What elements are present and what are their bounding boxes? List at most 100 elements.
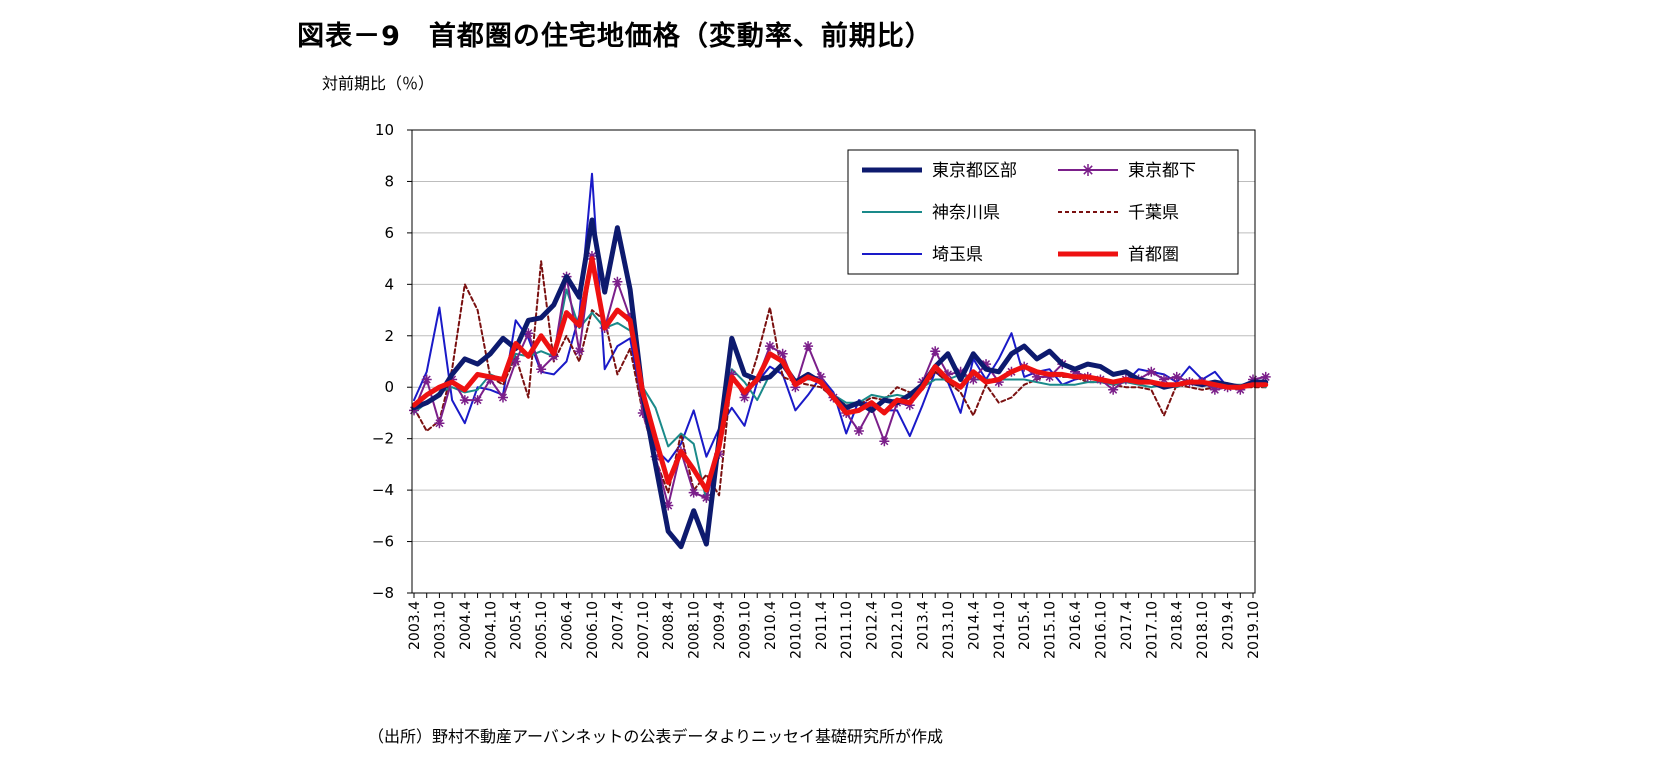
x-tick-label: 2006.4 bbox=[560, 601, 576, 650]
x-tick-label: 2019.10 bbox=[1246, 601, 1262, 659]
series-point-1 bbox=[612, 276, 623, 287]
x-axis: 2003.4 2003.10 2004.4 2004.10 2005.4 2005.10 2… bbox=[407, 593, 1262, 659]
series-point-1 bbox=[790, 382, 801, 393]
series-point-1 bbox=[981, 359, 992, 370]
series-point-1 bbox=[421, 374, 432, 385]
series-point-1 bbox=[663, 500, 674, 511]
series-point-1 bbox=[536, 364, 547, 375]
x-tick-label: 2019.4 bbox=[1221, 601, 1237, 650]
series-point-1 bbox=[1159, 374, 1170, 385]
x-tick-label: 2005.4 bbox=[509, 601, 525, 650]
x-tick-label: 2012.4 bbox=[865, 601, 881, 650]
series-point-1 bbox=[955, 366, 966, 377]
y-tick-label: 2 bbox=[384, 327, 394, 345]
series-point-1 bbox=[510, 356, 521, 367]
chart-title: 図表－9 首都圏の住宅地価格（変動率、前期比） bbox=[297, 21, 933, 52]
series-point-1 bbox=[497, 392, 508, 403]
series-point-1 bbox=[1044, 371, 1055, 382]
series-point-1 bbox=[1209, 384, 1220, 395]
legend-label-3: 千葉県 bbox=[1128, 203, 1179, 223]
series-point-1 bbox=[879, 436, 890, 447]
x-tick-label: 2003.10 bbox=[432, 601, 448, 659]
x-tick-label: 2017.4 bbox=[1119, 601, 1135, 650]
series-point-1 bbox=[472, 395, 483, 406]
y-tick-label: −8 bbox=[372, 584, 394, 602]
legend-label-4: 埼玉県 bbox=[932, 245, 983, 265]
x-tick-label: 2016.10 bbox=[1093, 601, 1109, 659]
x-tick-label: 2007.10 bbox=[636, 601, 652, 659]
series-point-1 bbox=[548, 351, 559, 362]
series-point-1 bbox=[523, 328, 534, 339]
x-tick-label: 2011.4 bbox=[814, 601, 830, 650]
series-point-1 bbox=[1171, 371, 1182, 382]
series-point-1 bbox=[777, 348, 788, 359]
series-line-3 bbox=[413, 260, 1267, 497]
series-point-1 bbox=[993, 377, 1004, 388]
y-tick-label: 0 bbox=[384, 378, 394, 396]
legend-label-2: 神奈川県 bbox=[932, 203, 1000, 223]
x-tick-label: 2005.10 bbox=[534, 601, 550, 659]
series-point-1 bbox=[1248, 374, 1258, 385]
series-line-5 bbox=[411, 256, 1269, 493]
x-tick-label: 2013.10 bbox=[941, 601, 957, 659]
y-tick-label: −4 bbox=[372, 481, 394, 499]
series-point-1 bbox=[764, 341, 775, 352]
series-point-1 bbox=[1070, 366, 1081, 377]
series-point-1 bbox=[726, 369, 737, 380]
series-point-1 bbox=[434, 418, 445, 429]
x-tick-label: 2018.4 bbox=[1170, 601, 1186, 650]
x-tick-label: 2003.4 bbox=[407, 601, 423, 650]
x-tick-label: 2008.10 bbox=[687, 601, 703, 659]
x-tick-label: 2007.4 bbox=[610, 601, 626, 650]
series-point-1 bbox=[853, 425, 864, 436]
series-point-1 bbox=[739, 392, 750, 403]
y-tick-label: 8 bbox=[384, 172, 394, 190]
series-point-1 bbox=[447, 374, 458, 385]
x-tick-label: 2018.10 bbox=[1195, 601, 1211, 659]
legend-label-0: 東京都区部 bbox=[932, 161, 1017, 181]
x-tick-label: 2008.4 bbox=[661, 601, 677, 650]
y-axis-unit-label: 対前期比（％） bbox=[322, 74, 435, 93]
x-tick-label: 2011.10 bbox=[839, 601, 855, 659]
legend-label-5: 首都圏 bbox=[1128, 245, 1179, 265]
legend-marker-1 bbox=[1082, 164, 1094, 176]
x-tick-label: 2009.10 bbox=[738, 601, 754, 659]
x-tick-label: 2017.10 bbox=[1144, 601, 1160, 659]
series-point-1 bbox=[1260, 371, 1271, 382]
x-tick-label: 2010.10 bbox=[788, 601, 804, 659]
series-line-2 bbox=[413, 288, 1267, 502]
x-tick-label: 2013.4 bbox=[915, 601, 931, 650]
source-note: （出所）野村不動産アーバンネットの公表データよりニッセイ基礎研究所が作成 bbox=[368, 727, 944, 746]
series-point-1 bbox=[459, 395, 470, 406]
series-point-1 bbox=[637, 407, 648, 418]
series-point-1 bbox=[688, 487, 699, 498]
x-tick-label: 2015.4 bbox=[1017, 601, 1033, 650]
y-tick-label: 6 bbox=[384, 224, 394, 242]
x-tick-label: 2016.4 bbox=[1068, 601, 1084, 650]
x-tick-label: 2006.10 bbox=[585, 601, 601, 659]
x-tick-label: 2009.4 bbox=[712, 601, 728, 650]
series-point-1 bbox=[942, 369, 953, 380]
series-point-1 bbox=[701, 492, 712, 503]
series-point-1 bbox=[1146, 366, 1157, 377]
series-point-1 bbox=[815, 371, 826, 382]
x-tick-label: 2014.10 bbox=[992, 601, 1008, 659]
y-tick-label: −6 bbox=[372, 533, 394, 551]
x-tick-label: 2010.4 bbox=[763, 601, 779, 650]
series-point-1 bbox=[574, 346, 585, 357]
series-point-1 bbox=[904, 400, 915, 411]
series-point-1 bbox=[485, 374, 496, 385]
series-layer bbox=[409, 172, 1271, 550]
series-point-1 bbox=[586, 251, 597, 262]
series-point-1 bbox=[930, 346, 941, 357]
series-point-1 bbox=[1108, 384, 1119, 395]
series-point-1 bbox=[803, 341, 814, 352]
y-axis: −8 −6 −4 −2 0 2 4 6 8 10 bbox=[372, 121, 412, 602]
series-point-1 bbox=[1235, 384, 1246, 395]
y-tick-label: 4 bbox=[384, 275, 394, 293]
x-tick-label: 2004.4 bbox=[458, 601, 474, 650]
plot-frame bbox=[411, 129, 1256, 594]
x-tick-label: 2004.10 bbox=[483, 601, 499, 659]
